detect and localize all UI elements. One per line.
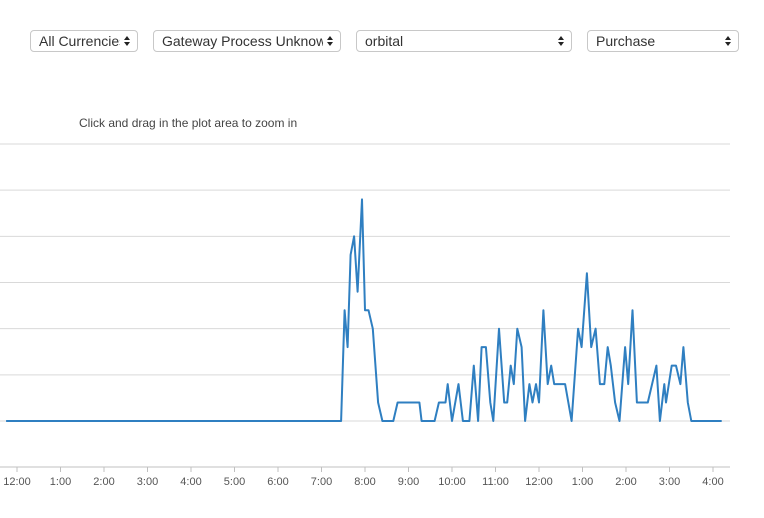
x-axis-ticks	[16, 467, 714, 472]
x-tick-label: 9:00	[398, 476, 419, 488]
x-tick-label: 4:00	[180, 476, 201, 488]
gateway-select-value: Gateway Process Unknown	[162, 33, 323, 49]
x-axis-labels: 12:00 1:00 2:00 3:00 4:00 5:00 6:00 7:00 8:00 9:0…	[3, 476, 723, 488]
x-tick-label: 10:00	[438, 476, 466, 488]
currency-select-value: All Currencies	[39, 33, 120, 49]
x-tick-label: 2:00	[93, 476, 114, 488]
x-tick-label: 3:00	[137, 476, 158, 488]
select-arrows-icon	[124, 34, 131, 48]
series-layer	[6, 198, 722, 422]
select-arrows-icon	[724, 34, 732, 48]
x-tick-label: 7:00	[311, 476, 332, 488]
merchant-select[interactable]: orbital	[356, 30, 572, 52]
x-tick-label: 12:00	[525, 476, 553, 488]
x-tick-label: 11:00	[482, 476, 509, 488]
x-tick-label: 3:00	[659, 476, 680, 488]
x-tick-label: 2:00	[615, 476, 636, 488]
x-tick-label: 1:00	[572, 476, 593, 488]
transaction-type-select[interactable]: Purchase	[587, 30, 739, 52]
series-line	[6, 198, 722, 422]
x-tick-label: 5:00	[224, 476, 245, 488]
x-tick-label: 4:00	[702, 476, 723, 488]
zoom-hint: Click and drag in the plot area to zoom …	[79, 116, 298, 130]
select-arrows-icon	[557, 34, 565, 48]
transaction-type-select-value: Purchase	[596, 33, 656, 49]
merchant-select-value: orbital	[365, 33, 404, 49]
currency-select[interactable]: All Currencies	[30, 30, 138, 52]
x-tick-label: 6:00	[267, 476, 288, 488]
select-arrows-icon	[327, 34, 334, 48]
gateway-select[interactable]: Gateway Process Unknown	[153, 30, 341, 52]
x-tick-label: 8:00	[354, 476, 375, 488]
x-tick-label: 12:00	[3, 476, 31, 488]
x-tick-label: 1:00	[50, 476, 71, 488]
